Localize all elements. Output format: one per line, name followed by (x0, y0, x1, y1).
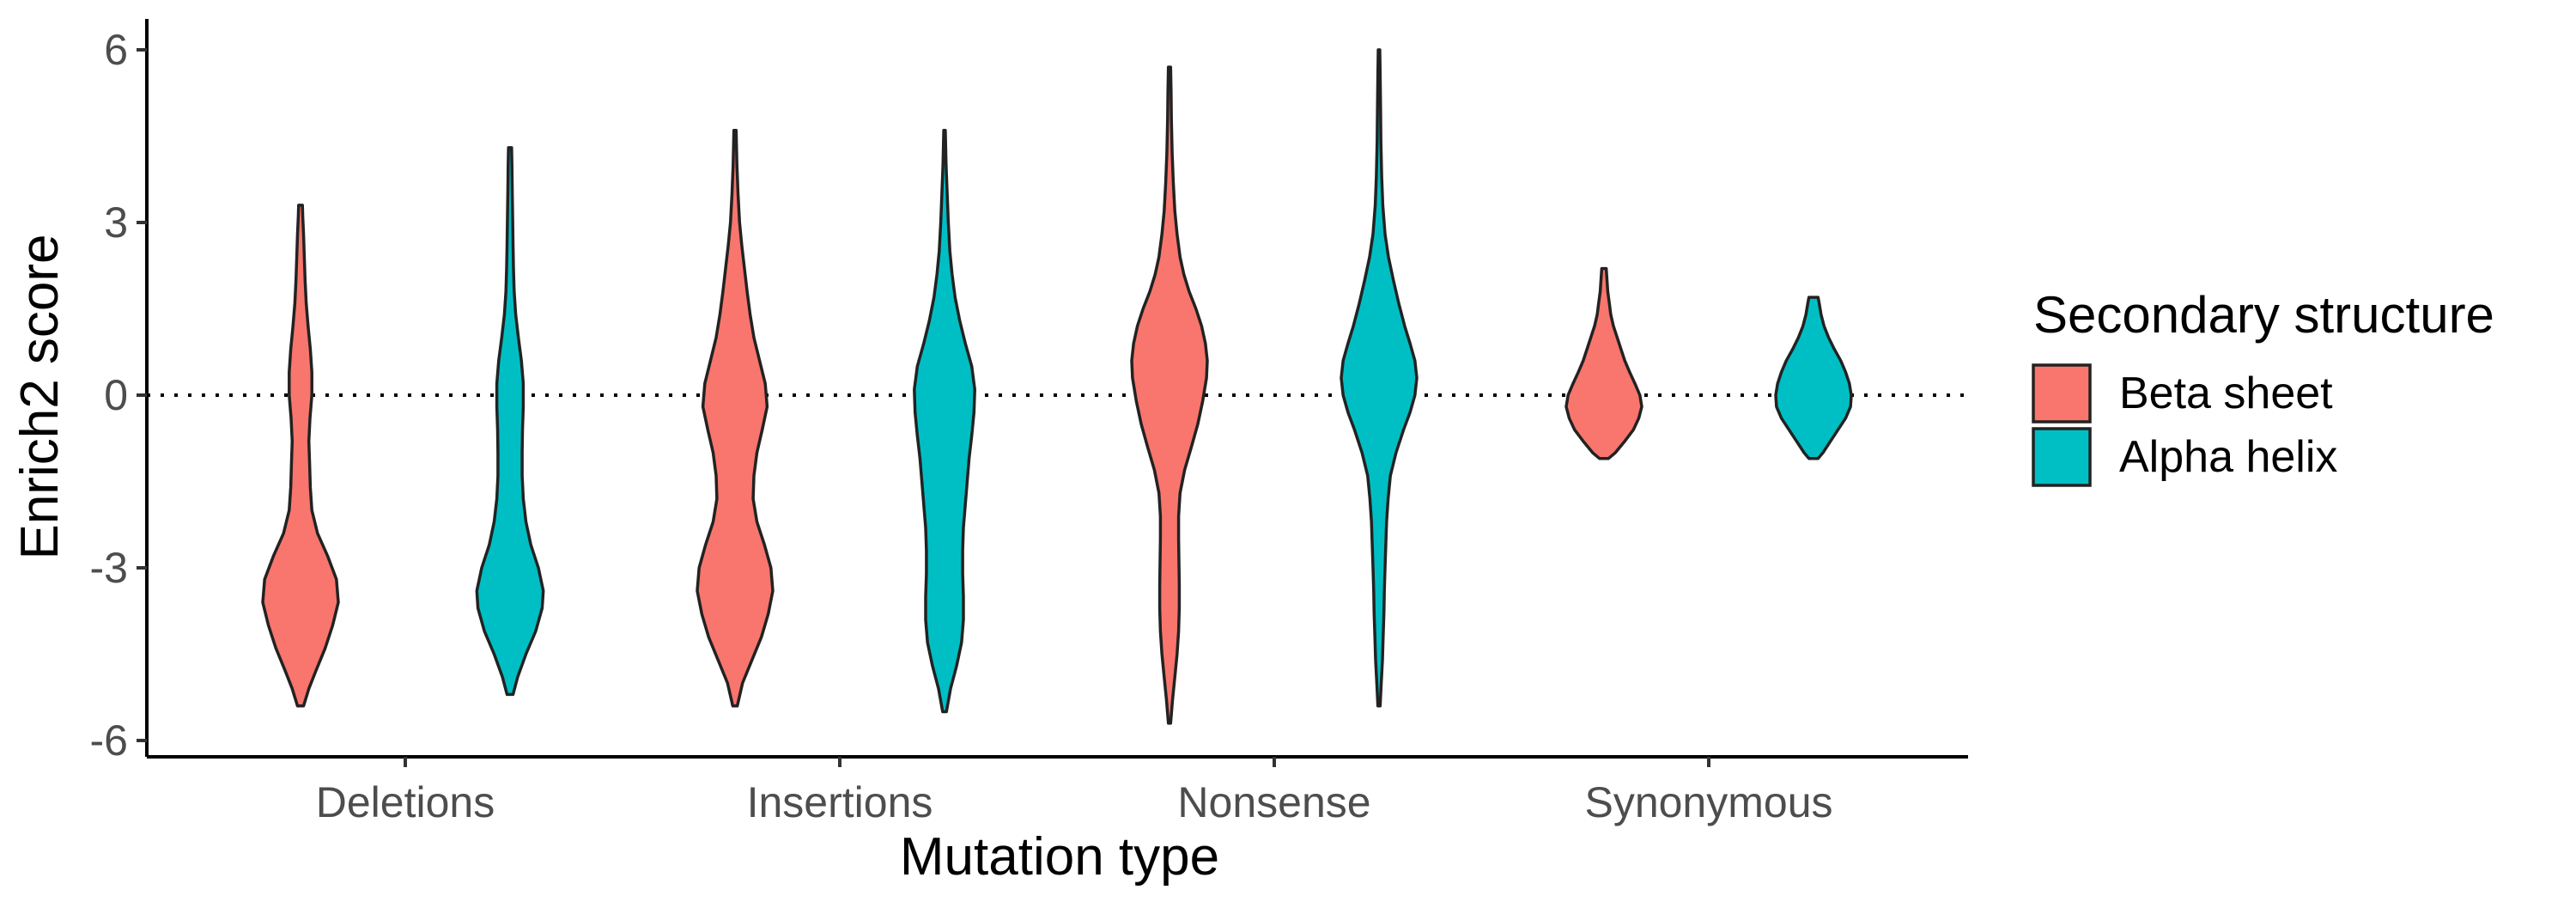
violin-insertions-alpha-helix (913, 129, 976, 714)
x-tick-label: Insertions (747, 778, 933, 826)
violin-deletions-beta-sheet (261, 204, 340, 708)
y-tick-label: 3 (104, 198, 128, 247)
violin-synonymous-beta-sheet (1564, 266, 1643, 460)
violin-nonsense-beta-sheet (1130, 65, 1209, 725)
y-ticks-group: 6 3 0 -3 -6 (90, 26, 147, 765)
plot-area: 6 3 0 -3 -6 Deletions Insertions Nonsense Synon… (90, 19, 1968, 826)
y-tick-label: 6 (104, 26, 128, 74)
y-tick-label: -6 (90, 716, 128, 765)
legend-label-alpha-helix: Alpha helix (2119, 432, 2337, 482)
violin-insertions-beta-sheet (696, 129, 775, 708)
legend-entries: Beta sheet Alpha helix (2032, 363, 2337, 487)
y-tick-label: 0 (104, 371, 128, 419)
legend-key-beta-sheet (2032, 363, 2092, 424)
x-ticks-group: Deletions Insertions Nonsense Synonymous (316, 757, 1833, 826)
legend-label-beta-sheet: Beta sheet (2119, 369, 2333, 418)
y-tick-label: -3 (90, 544, 128, 592)
x-tick-label: Synonymous (1584, 778, 1832, 826)
x-axis-title: Mutation type (900, 827, 1219, 887)
legend: Secondary structure Beta sheet Alpha heli… (2032, 286, 2494, 487)
violins-group (261, 48, 1853, 725)
y-axis-title: Enrich2 score (10, 234, 70, 559)
violin-deletions-alpha-helix (475, 146, 545, 697)
violin-synonymous-alpha-helix (1774, 296, 1853, 460)
violin-nonsense-alpha-helix (1340, 48, 1419, 708)
x-tick-label: Nonsense (1177, 778, 1370, 826)
legend-title: Secondary structure (2033, 286, 2494, 344)
x-tick-label: Deletions (316, 778, 495, 826)
legend-key-alpha-helix (2032, 427, 2092, 487)
